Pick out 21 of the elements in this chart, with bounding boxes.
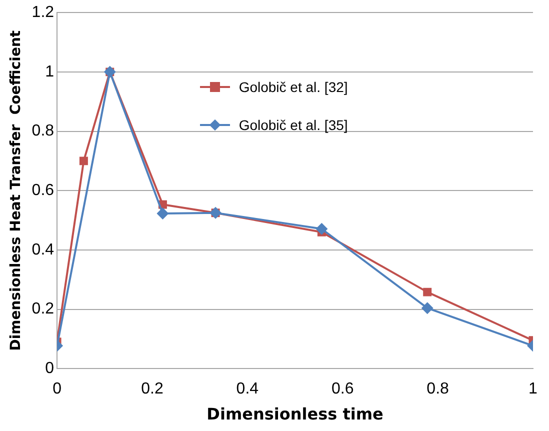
legend-label: Golobič et al. [35] <box>238 116 348 133</box>
point <box>421 302 434 314</box>
y-tick-label: 0.2 <box>32 300 54 318</box>
point <box>156 207 169 220</box>
x-tick-label: 0.4 <box>236 380 259 398</box>
y-tick-label: 0.4 <box>32 241 54 258</box>
y-tick-label: 0.8 <box>32 122 54 140</box>
y-tick-label: 1 <box>45 63 54 80</box>
point <box>316 222 328 235</box>
x-tick-label: 0.6 <box>331 380 354 398</box>
x-axis-title: Dimensionless time <box>206 404 384 424</box>
y-tick-label: 0 <box>45 360 54 378</box>
legend-label: Golobič et al. [32] <box>238 78 348 95</box>
x-tick-label: 0.2 <box>141 380 164 398</box>
x-tick-label: 0.8 <box>426 380 450 398</box>
x-tick-label: 1 <box>528 380 538 398</box>
y-tick-label: 0.6 <box>32 182 54 200</box>
y-tick-label: 1.2 <box>32 4 54 22</box>
point <box>79 156 88 166</box>
y-axis-title: Dimensionless Heat Transfer Coefficient <box>8 30 24 351</box>
point <box>423 288 432 296</box>
